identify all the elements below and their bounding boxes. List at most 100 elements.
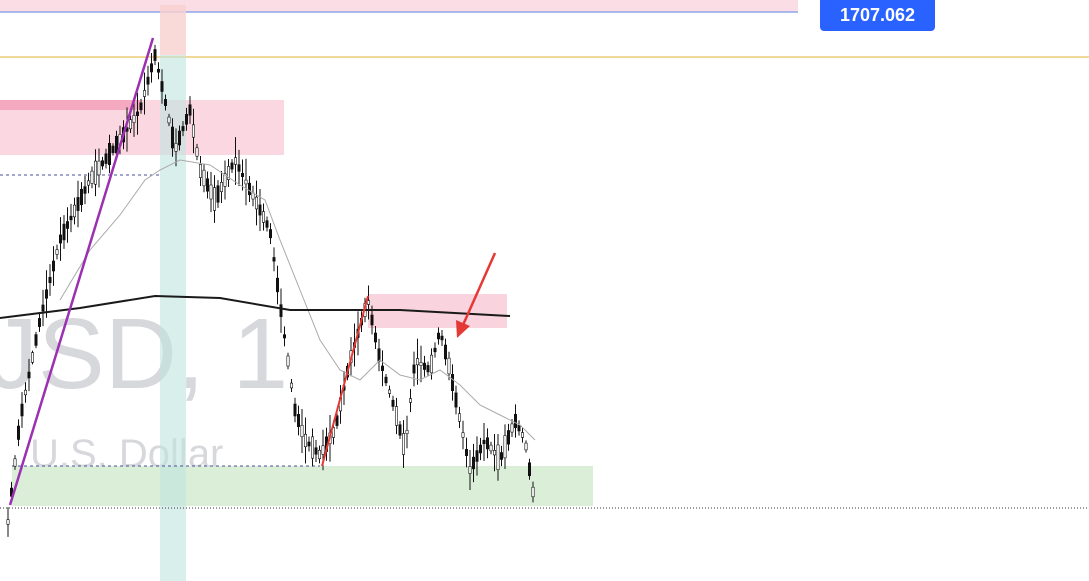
- candle-body: [129, 119, 133, 130]
- time-zone: [160, 5, 186, 55]
- candle-body: [440, 335, 444, 341]
- candle-body: [380, 365, 384, 371]
- candle-body: [111, 145, 115, 153]
- candle-body: [468, 466, 472, 474]
- candle-body: [300, 425, 304, 437]
- candle-body: [181, 126, 185, 132]
- candle-body: [143, 90, 147, 97]
- candle-body: [199, 164, 203, 178]
- candle-body: [373, 332, 377, 343]
- candle-body: [265, 220, 269, 228]
- candle-body: [30, 352, 34, 363]
- candle-body: [317, 449, 321, 460]
- candle-body: [412, 364, 416, 374]
- candle-body: [237, 164, 241, 172]
- candle-body: [51, 260, 55, 272]
- price-label: 1707.062: [820, 0, 935, 31]
- candle-body: [37, 318, 41, 327]
- candle-body: [76, 197, 80, 211]
- candle-body: [241, 173, 245, 177]
- candle-body: [426, 365, 430, 373]
- candle-body: [436, 332, 440, 340]
- candle-body: [104, 153, 108, 164]
- candle-body: [366, 300, 370, 305]
- moving-average-slow: [0, 294, 511, 319]
- candle-body: [531, 486, 535, 498]
- candle-body: [171, 126, 175, 149]
- candle-body: [377, 348, 381, 362]
- supply-zone-edge: [0, 100, 140, 110]
- candle-body: [314, 447, 318, 455]
- candle-body: [209, 184, 213, 200]
- candle-body: [160, 81, 164, 92]
- candle-body: [136, 111, 140, 116]
- candle-body: [192, 124, 196, 138]
- candle-body: [464, 449, 468, 456]
- candle-body: [44, 289, 48, 299]
- candle-body: [391, 399, 395, 407]
- candle-body: [227, 166, 231, 180]
- candle-body: [58, 234, 62, 244]
- arrow-head: [456, 320, 470, 338]
- candle-body: [513, 413, 517, 429]
- candle-body: [23, 389, 27, 396]
- candle-body: [321, 445, 325, 455]
- candle-body: [405, 430, 409, 434]
- candle-body: [422, 362, 426, 370]
- candle-body: [69, 215, 73, 221]
- candle-body: [279, 304, 283, 317]
- candle-body: [234, 157, 238, 165]
- candle-body: [429, 354, 433, 374]
- candle-body: [510, 423, 514, 433]
- candle-body: [213, 187, 217, 211]
- candle-body: [296, 414, 300, 427]
- candle-body: [506, 430, 510, 445]
- candle-body: [220, 182, 224, 192]
- candle-body: [454, 392, 458, 408]
- candle-body: [447, 357, 451, 375]
- candle-body: [370, 314, 374, 326]
- trend-line: [321, 295, 369, 467]
- candle-body: [87, 180, 91, 186]
- candle-body: [255, 196, 259, 210]
- candle-body: [517, 424, 521, 432]
- candle-body: [139, 102, 143, 111]
- candle-body: [482, 439, 486, 445]
- candle-body: [195, 147, 199, 157]
- candle-body: [55, 249, 59, 255]
- candle-body: [206, 178, 210, 192]
- candle-body: [419, 362, 423, 366]
- demand-zone: [12, 466, 593, 506]
- candle-body: [489, 444, 493, 452]
- candle-body: [478, 444, 482, 454]
- candle-body: [146, 76, 150, 85]
- candle-body: [41, 304, 45, 312]
- candle-body: [503, 435, 507, 459]
- candle-body: [20, 403, 24, 417]
- candle-body: [457, 413, 461, 422]
- candle-body: [387, 389, 391, 394]
- candle-body: [16, 425, 20, 440]
- arrow: [461, 252, 497, 326]
- candle-body: [90, 170, 94, 184]
- candle-body: [167, 116, 171, 124]
- candle-body: [471, 456, 475, 470]
- resistance-band: [0, 0, 798, 12]
- candle-body: [27, 371, 31, 379]
- candle-body: [433, 347, 437, 353]
- candle-body: [80, 188, 84, 206]
- candle-body: [499, 452, 503, 460]
- candle-body: [216, 185, 220, 203]
- candle-body: [307, 441, 311, 447]
- candle-body: [415, 358, 419, 366]
- candle-body: [73, 204, 77, 218]
- candle-body: [282, 334, 286, 339]
- candle-body: [188, 104, 192, 116]
- candle-body: [202, 169, 206, 187]
- candle-body: [310, 436, 314, 459]
- watermark-symbol: JSD, 1: [0, 298, 288, 410]
- candle-body: [401, 433, 405, 455]
- candle-body: [230, 162, 234, 170]
- candle-body: [331, 427, 335, 438]
